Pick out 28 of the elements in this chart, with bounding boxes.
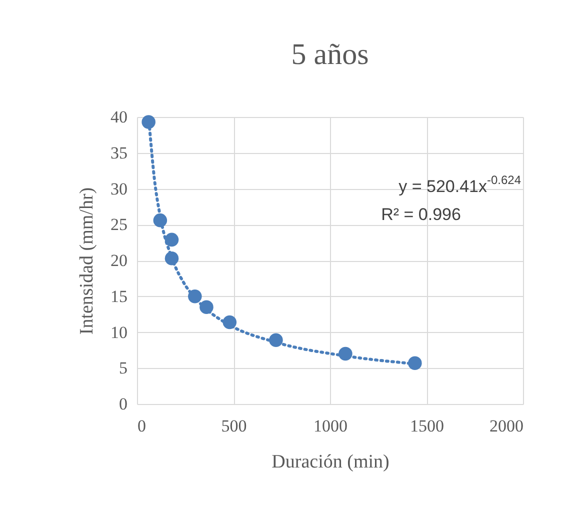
y-tick-label: 10 bbox=[110, 322, 128, 342]
point bbox=[153, 213, 168, 228]
x-tick-label: 500 bbox=[221, 416, 247, 436]
y-axis-title: Intensidad (mm/hr) bbox=[76, 187, 98, 335]
point bbox=[164, 251, 179, 266]
point bbox=[188, 289, 202, 304]
x-tick-label: 1000 bbox=[314, 416, 348, 436]
y-tick-label: 20 bbox=[110, 251, 128, 270]
y-tick-label: 0 bbox=[119, 394, 128, 414]
point bbox=[338, 346, 352, 361]
point bbox=[222, 315, 237, 330]
y-tick-label: 30 bbox=[110, 179, 128, 198]
chart-title: 5 años bbox=[291, 38, 369, 71]
y-tick-label: 35 bbox=[110, 143, 128, 162]
point bbox=[200, 300, 214, 314]
point bbox=[408, 356, 422, 370]
x-tick-label: 2000 bbox=[490, 416, 524, 436]
x-tick-label: 1500 bbox=[410, 416, 444, 436]
x-tick-label: 0 bbox=[138, 416, 146, 436]
y-tick-label: 5 bbox=[119, 358, 128, 378]
point bbox=[164, 232, 179, 247]
y-tick-label: 25 bbox=[110, 215, 128, 234]
x-axis-title: Duración (min) bbox=[272, 452, 390, 472]
point bbox=[269, 333, 283, 348]
annotation: R² = 0.996 bbox=[381, 205, 461, 224]
y-tick-label: 15 bbox=[110, 286, 128, 306]
y-tick-label: 40 bbox=[110, 108, 128, 126]
point bbox=[142, 115, 156, 129]
